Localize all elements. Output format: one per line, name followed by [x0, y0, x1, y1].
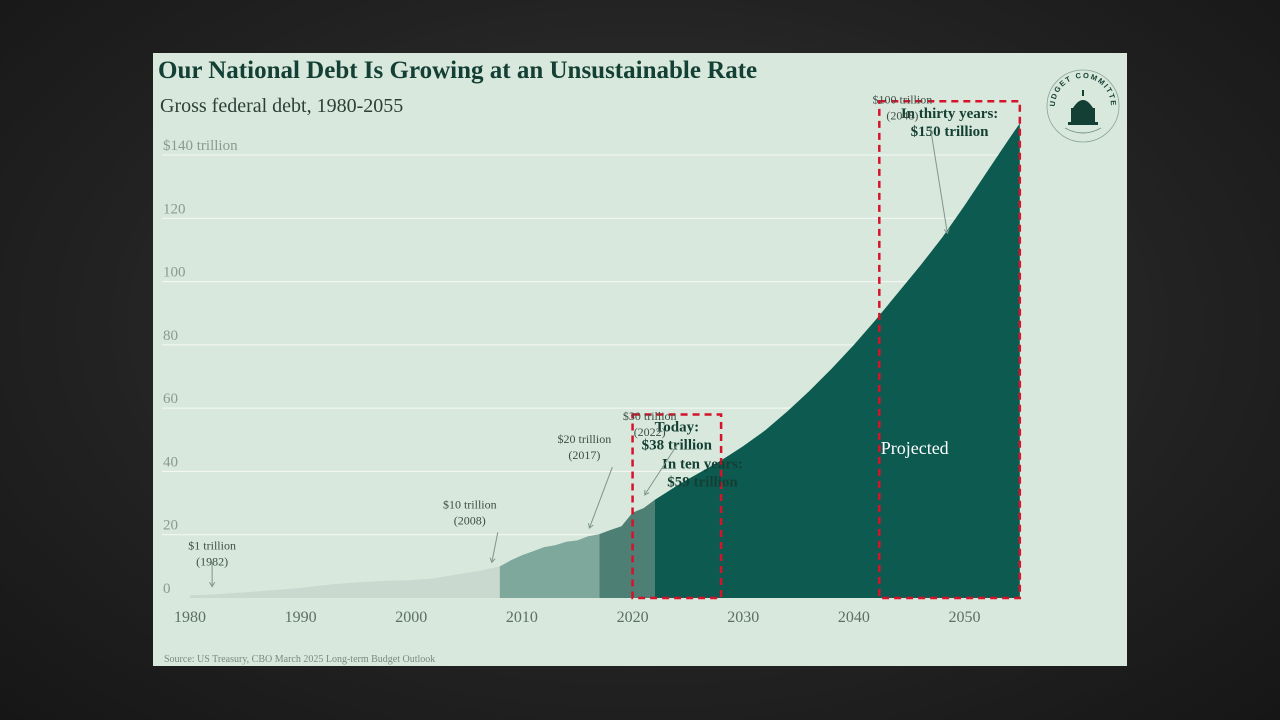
y-tick-label: $140 trillion — [163, 138, 238, 154]
y-tick-label: 60 — [163, 391, 178, 407]
milestone-label: $100 trillion — [873, 92, 933, 106]
y-tick-label: 120 — [163, 201, 186, 217]
highlight-box — [631, 413, 723, 600]
y-tick-label: 80 — [163, 328, 178, 344]
area-segment-historical — [190, 566, 500, 598]
area-segment-historical — [499, 534, 600, 598]
milestone-year: (2017) — [568, 448, 600, 462]
y-tick-label: 100 — [163, 265, 186, 281]
milestone-arrowhead — [489, 557, 496, 564]
milestone-arrowhead — [209, 581, 216, 588]
projected-label: Projected — [881, 438, 949, 458]
highlight-box — [878, 99, 1022, 600]
callout-value: $59 trillion — [667, 474, 738, 490]
milestone-label: $10 trillion — [443, 497, 497, 511]
area-segment-historical — [599, 499, 655, 598]
milestone-arrow — [588, 466, 613, 529]
chart-title: Our National Debt Is Growing at an Unsus… — [158, 57, 758, 84]
budget-committee-seal-icon: BUDGET COMMITTEE — [1043, 66, 1120, 143]
x-tick-label: 2010 — [506, 609, 538, 626]
y-tick-label: 20 — [163, 518, 178, 534]
x-tick-label: 2020 — [617, 609, 649, 626]
callout-label: In ten years: — [662, 456, 743, 472]
milestone-label: $1 trillion — [188, 539, 236, 553]
milestone-arrowhead — [644, 489, 650, 496]
milestone-arrowhead — [943, 228, 950, 235]
milestone-label: $20 trillion — [558, 432, 612, 446]
milestone-year: (2048) — [886, 108, 918, 122]
highlight-value: $150 trillion — [911, 124, 990, 140]
milestone-year: (2008) — [454, 513, 486, 527]
x-tick-label: 1980 — [174, 609, 206, 626]
milestone-label: $30 trillion — [623, 409, 677, 423]
milestone-arrowhead — [587, 523, 594, 529]
milestone-arrow — [929, 127, 948, 234]
x-tick-label: 2000 — [395, 609, 427, 626]
source-note: Source: US Treasury, CBO March 2025 Long… — [164, 654, 436, 665]
milestone-arrow — [644, 443, 679, 496]
chart-subtitle: Gross federal debt, 1980-2055 — [160, 95, 404, 117]
x-tick-label: 2050 — [949, 609, 981, 626]
milestone-arrow — [491, 532, 499, 563]
y-tick-label: 40 — [163, 454, 178, 470]
milestone-year: (2022) — [634, 425, 666, 439]
area-segment-projected — [654, 123, 1020, 599]
highlight-label: Today: — [655, 419, 699, 435]
x-tick-label: 1990 — [285, 609, 317, 626]
y-tick-label: 0 — [163, 581, 171, 597]
x-tick-label: 2030 — [727, 609, 759, 626]
highlight-label: In thirty years: — [901, 106, 999, 122]
x-tick-label: 2040 — [838, 609, 870, 626]
